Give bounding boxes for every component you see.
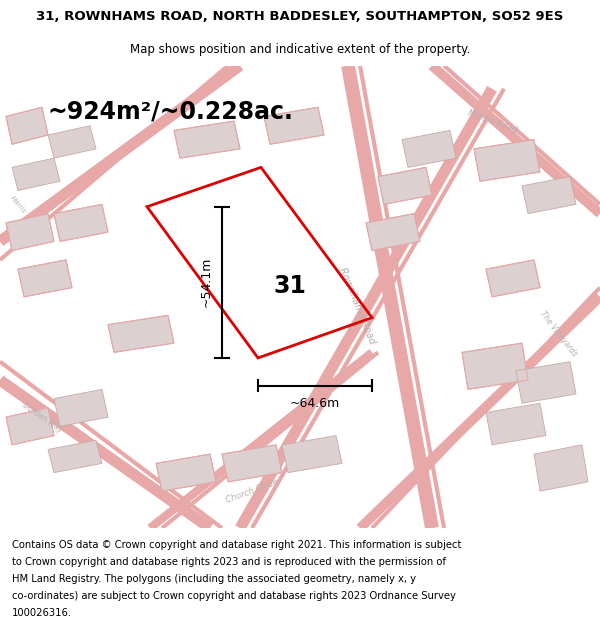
Polygon shape [54,389,108,426]
Polygon shape [522,177,576,214]
Polygon shape [18,260,72,297]
Polygon shape [282,436,342,472]
Polygon shape [156,454,216,491]
Polygon shape [6,408,54,445]
Polygon shape [516,362,576,403]
Text: ~64.6m: ~64.6m [290,398,340,410]
Polygon shape [378,168,432,204]
Text: Harris: Harris [9,194,27,214]
Text: 31: 31 [273,274,306,298]
Polygon shape [486,260,540,297]
Polygon shape [462,343,528,389]
Text: ~924m²/~0.228ac.: ~924m²/~0.228ac. [48,100,294,124]
Polygon shape [222,445,282,482]
Text: Contains OS data © Crown copyright and database right 2021. This information is : Contains OS data © Crown copyright and d… [12,540,461,550]
Text: Church Close: Church Close [224,478,280,505]
Polygon shape [402,131,456,168]
Text: Borden Way: Borden Way [20,400,64,434]
Text: Middle Road: Middle Road [466,108,518,134]
Polygon shape [48,440,102,472]
Polygon shape [12,158,60,191]
Text: to Crown copyright and database rights 2023 and is reproduced with the permissio: to Crown copyright and database rights 2… [12,557,446,567]
Text: Map shows position and indicative extent of the property.: Map shows position and indicative extent… [130,42,470,56]
Polygon shape [108,316,174,352]
Text: Rownhams Road: Rownhams Road [337,266,377,346]
Polygon shape [534,445,588,491]
Text: The Vineyards: The Vineyards [538,309,578,358]
Text: 100026316.: 100026316. [12,608,72,618]
Polygon shape [174,121,240,158]
Polygon shape [474,139,540,181]
Polygon shape [366,214,420,251]
Text: ~54.1m: ~54.1m [200,257,213,308]
Text: 31, ROWNHAMS ROAD, NORTH BADDESLEY, SOUTHAMPTON, SO52 9ES: 31, ROWNHAMS ROAD, NORTH BADDESLEY, SOUT… [37,10,563,23]
Text: co-ordinates) are subject to Crown copyright and database rights 2023 Ordnance S: co-ordinates) are subject to Crown copyr… [12,591,456,601]
Polygon shape [6,107,48,144]
Polygon shape [264,107,324,144]
Polygon shape [54,204,108,241]
Text: HM Land Registry. The polygons (including the associated geometry, namely x, y: HM Land Registry. The polygons (includin… [12,574,416,584]
Polygon shape [48,126,96,158]
Polygon shape [486,403,546,445]
Polygon shape [6,214,54,251]
